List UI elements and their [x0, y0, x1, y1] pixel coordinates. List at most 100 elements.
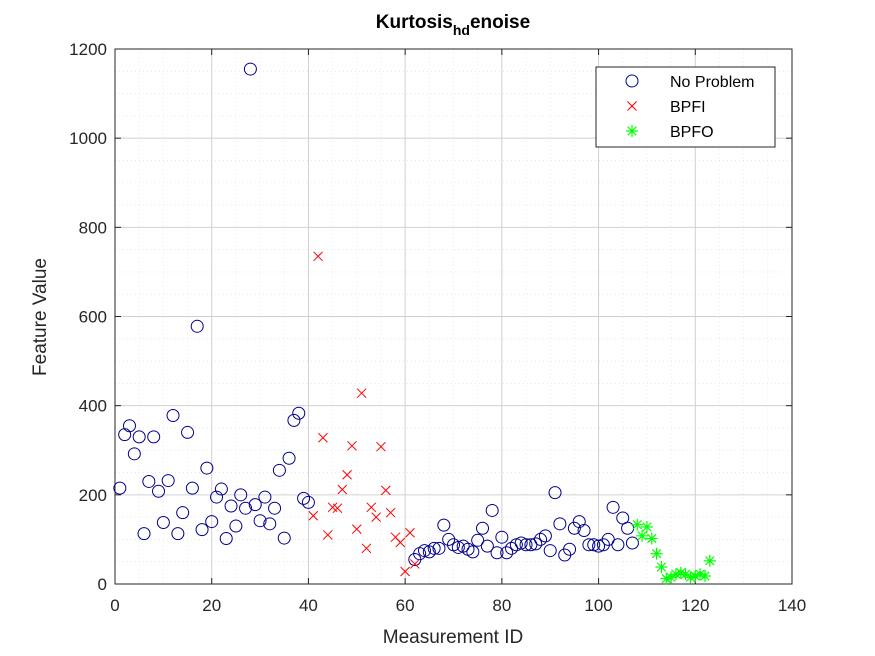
y-tick-label: 800	[79, 218, 107, 237]
data-point	[451, 540, 465, 554]
data-point	[171, 527, 185, 541]
data-point	[147, 430, 161, 444]
data-point	[409, 559, 420, 569]
data-point	[380, 485, 391, 496]
legend-entry: BPFI	[670, 99, 706, 116]
data-point	[703, 554, 716, 567]
data-point	[301, 495, 315, 509]
data-point	[538, 529, 552, 543]
data-point	[224, 499, 238, 513]
legend-entry: BPFO	[670, 124, 714, 141]
data-point	[476, 521, 490, 535]
data-point	[292, 406, 306, 420]
data-point	[631, 518, 644, 531]
data-point	[322, 530, 333, 540]
legend-marker	[626, 125, 638, 137]
data-point	[229, 519, 243, 533]
x-tick-label: 100	[584, 596, 612, 615]
data-point	[263, 517, 277, 531]
data-point	[636, 529, 649, 542]
data-point	[582, 538, 596, 552]
x-tick-label: 40	[299, 596, 318, 615]
data-point	[253, 514, 267, 528]
x-tick-label: 140	[778, 596, 806, 615]
data-point	[113, 481, 127, 495]
data-point	[698, 569, 711, 582]
data-point	[529, 537, 543, 551]
data-point	[592, 539, 606, 553]
data-point	[277, 531, 291, 545]
data-point	[645, 532, 658, 545]
y-tick-label: 200	[79, 486, 107, 505]
data-point	[385, 507, 396, 518]
series-circle	[113, 62, 639, 566]
data-point	[248, 498, 262, 512]
data-point	[371, 512, 381, 522]
data-point	[195, 523, 209, 537]
data-point	[332, 503, 343, 514]
data-point	[606, 500, 620, 514]
data-point	[234, 488, 248, 502]
data-point	[347, 440, 357, 451]
data-point	[655, 561, 668, 574]
data-point	[239, 501, 253, 515]
data-point	[142, 474, 156, 488]
data-point	[185, 481, 199, 495]
data-point	[297, 491, 311, 505]
legend-marker	[627, 101, 637, 111]
data-points	[113, 62, 716, 585]
data-point	[200, 461, 214, 475]
x-tick-label: 60	[396, 596, 415, 615]
y-tick-label: 0	[98, 575, 107, 594]
data-point	[405, 527, 415, 538]
y-tick-label: 600	[79, 308, 107, 327]
data-point	[427, 541, 441, 555]
series-x	[308, 251, 420, 577]
data-point	[577, 524, 591, 537]
data-point	[543, 544, 557, 558]
data-point	[342, 469, 352, 480]
data-point	[272, 463, 286, 477]
data-point	[519, 538, 533, 552]
data-point	[214, 482, 228, 496]
data-point	[219, 532, 233, 546]
data-point	[282, 451, 296, 465]
x-axis-label: Measurement ID	[383, 627, 523, 648]
data-point	[161, 474, 175, 488]
data-point	[210, 490, 224, 504]
data-point	[337, 484, 348, 495]
title-suffix: enoise	[470, 12, 530, 33]
data-point	[376, 441, 386, 452]
y-axis-label: Feature Value	[30, 258, 51, 376]
data-point	[361, 543, 372, 554]
series-asterisk	[631, 518, 716, 585]
data-point	[553, 517, 567, 531]
data-point	[596, 538, 610, 552]
data-point	[587, 538, 601, 552]
data-point	[480, 539, 494, 553]
data-point	[287, 413, 301, 427]
data-point	[205, 515, 219, 529]
chart-title: Kurtosishdenoise	[376, 12, 530, 38]
data-point	[318, 432, 328, 443]
data-point	[137, 527, 151, 541]
data-point	[132, 430, 146, 444]
data-point	[485, 503, 499, 517]
data-point	[243, 62, 257, 76]
data-point	[258, 490, 272, 504]
data-point	[495, 530, 509, 544]
data-point	[432, 541, 446, 555]
data-point	[417, 544, 431, 558]
data-point	[625, 536, 639, 550]
data-point	[567, 521, 581, 535]
title-main: Kurtosis	[376, 12, 453, 33]
data-point	[471, 533, 485, 547]
data-point	[669, 568, 682, 581]
data-point	[152, 484, 166, 498]
axes	[114, 48, 793, 585]
data-point	[640, 520, 653, 533]
data-point	[366, 502, 377, 513]
data-point	[308, 510, 319, 521]
data-point	[156, 515, 170, 529]
